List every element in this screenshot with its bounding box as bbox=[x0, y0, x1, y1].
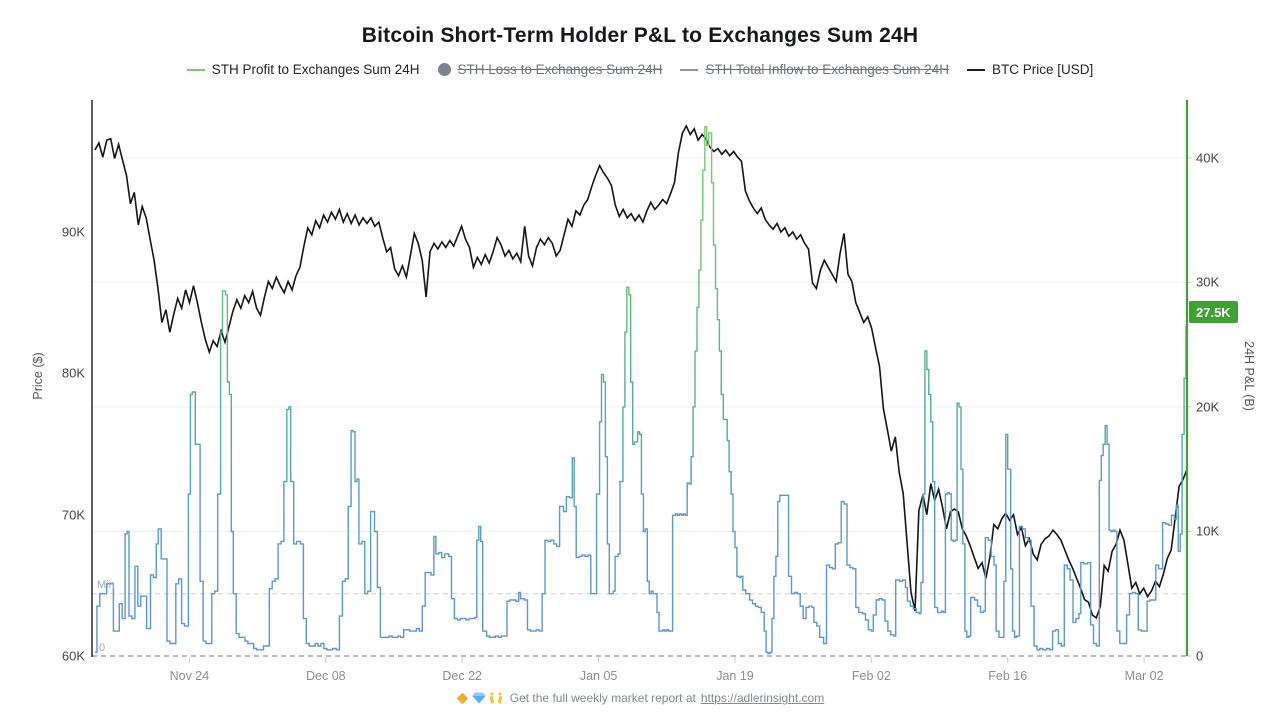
left-axis-tick-label: 90K bbox=[61, 224, 85, 240]
legend: STH Profit to Exchanges Sum 24H STH Loss … bbox=[0, 62, 1280, 77]
legend-label: STH Total Inflow to Exchanges Sum 24H bbox=[705, 62, 950, 77]
gem-icon bbox=[472, 692, 486, 704]
right-axis-tick-label: 10K bbox=[1196, 523, 1220, 539]
right-axis-tick-label: 0 bbox=[1196, 648, 1204, 664]
left-axis-tick-label: 80K bbox=[61, 365, 85, 381]
current-value-badge: 27.5K bbox=[1189, 301, 1238, 324]
legend-line-marker-icon bbox=[680, 68, 699, 71]
page-title: Bitcoin Short-Term Holder P&L to Exchang… bbox=[361, 24, 919, 47]
legend-circle-marker-icon bbox=[437, 63, 451, 76]
legend-line-marker-icon bbox=[186, 68, 205, 71]
x-axis-tick-label: Dec 22 bbox=[442, 669, 482, 683]
raised-hands-icon bbox=[489, 692, 503, 704]
x-axis-tick-label: Feb 02 bbox=[851, 669, 891, 683]
legend-item-2[interactable]: STH Total Inflow to Exchanges Sum 24H bbox=[680, 62, 949, 77]
orange-diamond-icon bbox=[456, 692, 469, 705]
right-axis-title: 24H P&L (B) bbox=[1242, 341, 1256, 411]
footer-text: Get the full weekly market report at bbox=[509, 691, 696, 705]
legend-label: STH Loss to Exchanges Sum 24H bbox=[457, 62, 663, 77]
legend-item-3[interactable]: BTC Price [USD] bbox=[967, 62, 1093, 77]
legend-line-marker-icon bbox=[967, 68, 986, 71]
x-axis-tick-label: Nov 24 bbox=[169, 669, 210, 683]
left-axis-tick-label: 60K bbox=[61, 648, 85, 664]
zero-baseline-label: 0 bbox=[99, 642, 106, 654]
footer: Get the full weekly market report at htt… bbox=[0, 691, 1280, 705]
legend-item-0[interactable]: STH Profit to Exchanges Sum 24H bbox=[186, 62, 420, 77]
x-axis-tick-label: Feb 16 bbox=[988, 669, 1028, 683]
btc-price-line bbox=[94, 124, 1188, 620]
legend-label: BTC Price [USD] bbox=[992, 62, 1094, 77]
x-axis-tick-label: Mar 02 bbox=[1124, 669, 1164, 683]
left-axis-tick-label: 70K bbox=[61, 507, 85, 523]
right-axis-tick-label: 40K bbox=[1196, 150, 1220, 166]
legend-item-1[interactable]: STH Loss to Exchanges Sum 24H bbox=[437, 62, 663, 77]
right-axis-tick-label: 30K bbox=[1196, 274, 1220, 290]
right-axis-tick-label: 20K bbox=[1196, 399, 1220, 415]
x-axis-tick-label: Jan 19 bbox=[716, 669, 754, 683]
footer-link[interactable]: https://adlerinsight.com bbox=[700, 691, 825, 705]
x-axis-tick-label: Jan 05 bbox=[579, 669, 618, 683]
footer-icons bbox=[456, 692, 503, 705]
min-threshold-label: Min bbox=[97, 578, 115, 591]
legend-label: STH Profit to Exchanges Sum 24H bbox=[211, 62, 420, 77]
sth-profit-line bbox=[94, 126, 1188, 655]
x-axis-tick-label: Dec 08 bbox=[305, 669, 346, 683]
